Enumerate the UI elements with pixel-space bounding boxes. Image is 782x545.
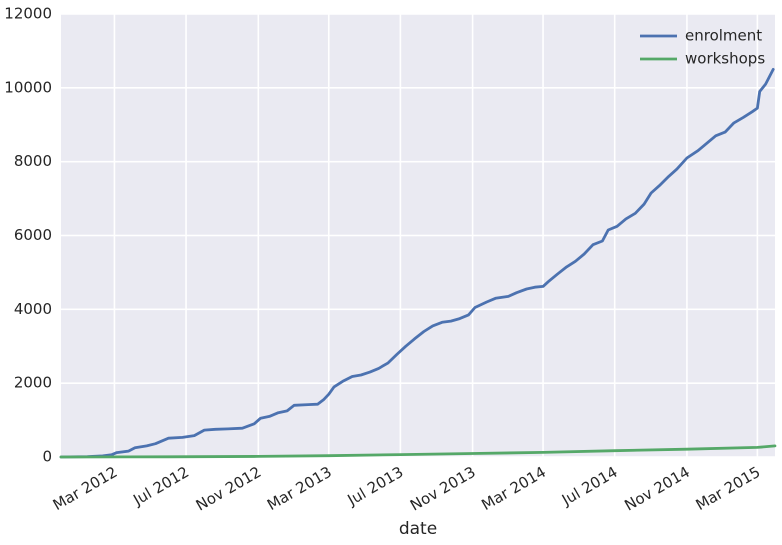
- y-tick-label: 8000: [14, 152, 52, 170]
- legend-label-workshops: workshops: [685, 50, 765, 68]
- x-tick-label: Mar 2015: [693, 463, 764, 514]
- x-tick-label: Mar 2013: [264, 463, 335, 514]
- x-tick-label: Jul 2013: [344, 463, 407, 510]
- x-tick-label: Nov 2012: [193, 463, 265, 515]
- y-tick-label: 10000: [4, 78, 52, 96]
- series-line-enrolment: [59, 68, 775, 459]
- x-tick-label: Mar 2014: [478, 463, 549, 514]
- y-tick-label: 2000: [14, 374, 52, 392]
- x-axis-label: date: [399, 519, 437, 539]
- y-tick-label: 4000: [14, 300, 52, 318]
- y-tick-label: 0: [42, 448, 52, 466]
- y-tick-label: 6000: [14, 226, 52, 244]
- x-tick-label: Jul 2014: [558, 463, 621, 510]
- legend: enrolment workshops: [640, 27, 765, 68]
- x-tick-label: Nov 2013: [407, 463, 479, 515]
- legend-label-enrolment: enrolment: [685, 27, 762, 45]
- x-tick-label: Nov 2014: [621, 463, 693, 515]
- y-tick-label: 12000: [4, 5, 52, 23]
- x-tick-label: Jul 2012: [129, 463, 192, 510]
- x-tick-label: Mar 2012: [50, 463, 121, 514]
- series-line-workshops: [59, 444, 777, 459]
